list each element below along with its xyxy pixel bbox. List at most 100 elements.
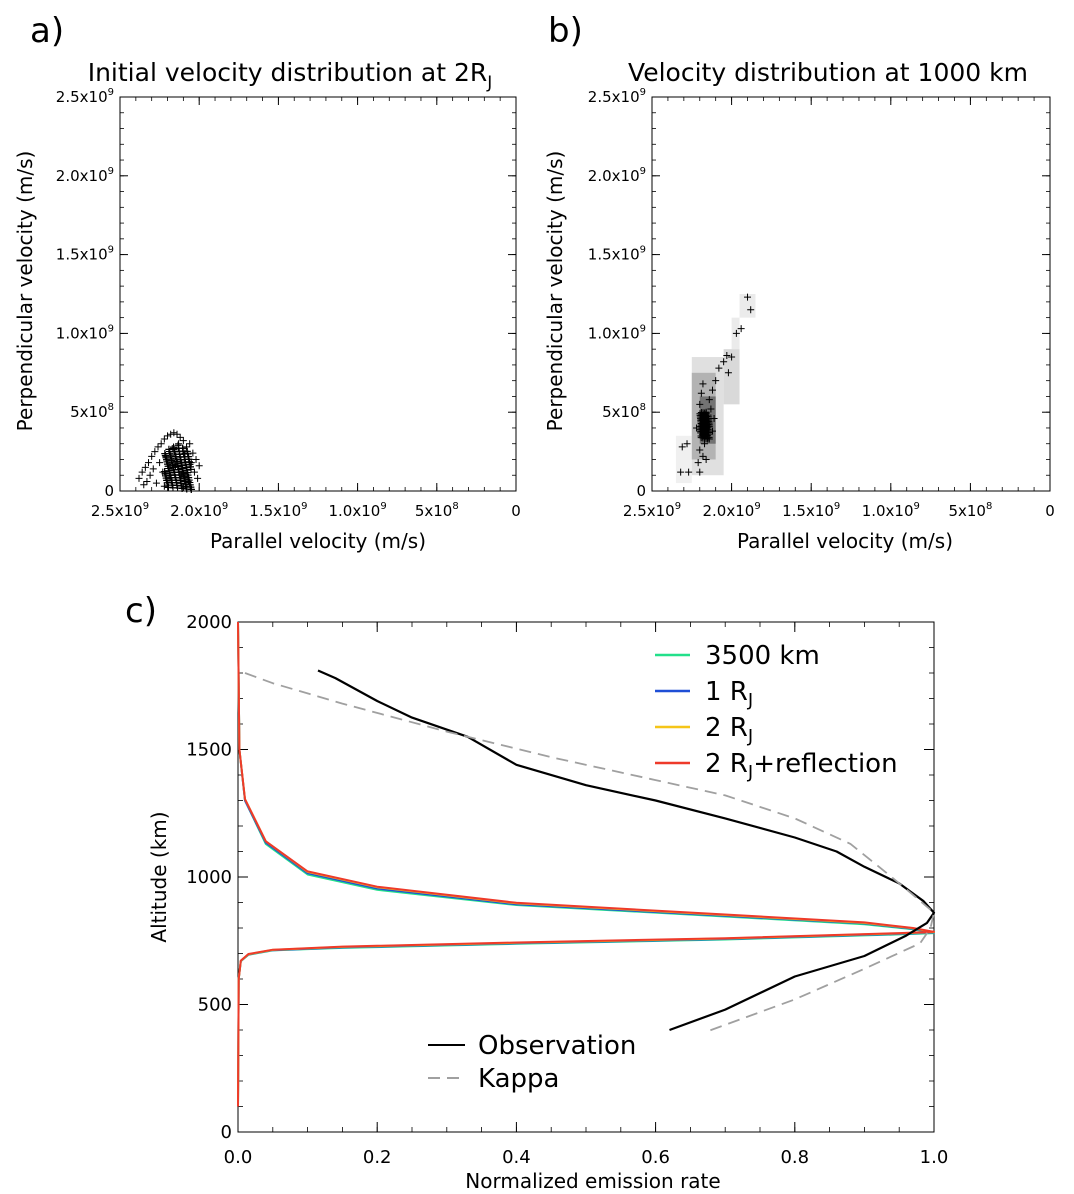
legend-label: Kappa xyxy=(478,1064,559,1094)
x-tick-label: 2.0x109 xyxy=(170,501,228,520)
scatter-point xyxy=(163,456,171,464)
panel-c: c) 0.0 0.2 0.4 0.6 0.8 1.0 0 500 1000 1500 2000 35… xyxy=(125,591,948,1193)
scatter-point xyxy=(179,437,187,445)
scatter-point xyxy=(187,483,195,491)
legend-label: 2 RJ xyxy=(705,713,753,747)
x-tick-label: 0.2 xyxy=(363,1147,392,1168)
x-tick-label: 1.0 xyxy=(920,1147,949,1168)
scatter-point xyxy=(677,468,685,476)
scatter-point xyxy=(696,427,704,435)
series-line-observation xyxy=(317,669,936,1032)
scatter-point xyxy=(178,462,186,470)
panel-a-ticks: 2.5x109 2.0x109 1.5x109 1.0x109 5x108 0 0 5x108… xyxy=(56,87,521,520)
scatter-point xyxy=(194,474,202,482)
scatter-point xyxy=(166,469,174,477)
scatter-point xyxy=(170,443,178,451)
y-tick-label: 0 xyxy=(221,1122,232,1143)
scatter-point xyxy=(683,440,691,448)
scatter-point xyxy=(189,449,197,457)
scatter-point xyxy=(724,369,732,377)
scatter-point xyxy=(744,293,752,301)
scatter-point xyxy=(161,450,169,458)
scatter-point xyxy=(182,480,190,488)
panel-b-xlabel: Parallel velocity (m/s) xyxy=(737,529,953,553)
scatter-point xyxy=(720,358,728,366)
x-tick-label: 5x108 xyxy=(415,501,459,520)
x-tick-label: 2.0x109 xyxy=(702,501,760,520)
scatter-point xyxy=(164,460,172,468)
y-tick-label: 0 xyxy=(636,482,646,500)
scatter-point xyxy=(163,476,171,484)
panel-a-ylabel: Perpendicular velocity (m/s) xyxy=(13,151,37,432)
scatter-point xyxy=(186,463,194,471)
scatter-point xyxy=(192,455,200,463)
legend-label: Observation xyxy=(478,1031,636,1061)
panel-c-ticks: 0.0 0.2 0.4 0.6 0.8 1.0 0 500 1000 1500 2000 xyxy=(186,612,948,1168)
panel-a-title: Initial velocity distribution at 2RJ xyxy=(88,58,493,93)
y-tick-label: 2.0x109 xyxy=(56,166,114,185)
scatter-point xyxy=(152,479,160,487)
scatter-point xyxy=(138,468,146,476)
panel-b-ylabel: Perpendicular velocity (m/s) xyxy=(543,151,567,432)
scatter-point xyxy=(702,455,710,463)
legend-label: 3500 km xyxy=(705,641,820,671)
panel-a-label: a) xyxy=(30,11,64,51)
scatter-point xyxy=(171,448,179,456)
x-tick-label: 1.0x109 xyxy=(862,501,920,520)
scatter-point xyxy=(157,440,165,448)
y-tick-label: 1.5x109 xyxy=(56,245,114,264)
scatter-point xyxy=(167,474,175,482)
scatter-point xyxy=(694,459,702,467)
scatter-point xyxy=(174,484,182,492)
scatter-point xyxy=(179,470,187,478)
scatter-point xyxy=(715,364,723,372)
panel-b-ticks: 2.5x109 2.0x109 1.5x109 1.0x109 5x108 0 0 5x108… xyxy=(588,87,1055,520)
scatter-point xyxy=(700,417,708,425)
scatter-point xyxy=(195,462,203,470)
scatter-point xyxy=(176,433,184,441)
series-line-2-rj-reflection xyxy=(237,621,935,1107)
series-line-kappa xyxy=(244,672,935,1034)
panel-b-title: Velocity distribution at 1000 km xyxy=(628,58,1028,87)
panel-b-points-layer xyxy=(677,293,755,476)
scatter-point xyxy=(177,477,185,485)
x-tick-label: 1.5x109 xyxy=(782,501,840,520)
x-tick-label: 2.5x109 xyxy=(91,501,149,520)
scatter-point xyxy=(165,464,173,472)
panel-b-label: b) xyxy=(548,11,583,51)
density-cell xyxy=(723,349,740,405)
scatter-point xyxy=(181,475,189,483)
scatter-point xyxy=(169,461,177,469)
panel-c-lines-layer xyxy=(237,621,936,1107)
scatter-point xyxy=(149,465,157,473)
scatter-point xyxy=(678,443,686,451)
panel-c-ylabel: Altitude (km) xyxy=(147,811,171,942)
scatter-point xyxy=(173,430,181,438)
scatter-point xyxy=(173,457,181,465)
panel-a-xlabel: Parallel velocity (m/s) xyxy=(210,529,426,553)
panel-b: b) Velocity distribution at 1000 km 2.5x… xyxy=(543,11,1055,553)
scatter-point xyxy=(172,453,180,461)
panel-c-label: c) xyxy=(125,591,157,631)
scatter-point xyxy=(171,471,179,479)
x-tick-label: 1.5x109 xyxy=(249,501,307,520)
scatter-point xyxy=(178,482,186,490)
scatter-point xyxy=(167,452,175,460)
scatter-point xyxy=(175,468,183,476)
density-cell xyxy=(675,435,692,484)
scatter-point xyxy=(141,463,149,471)
scatter-point xyxy=(696,468,704,476)
y-tick-label: 1.0x109 xyxy=(588,323,646,342)
legend-label: 2 RJ+reflection xyxy=(705,749,898,783)
scatter-point xyxy=(723,351,731,359)
scatter-point xyxy=(135,474,143,482)
scatter-point xyxy=(705,429,713,437)
x-tick-label: 0 xyxy=(511,502,521,520)
scatter-point xyxy=(728,353,736,361)
scatter-point xyxy=(160,482,168,490)
panel-c-legend-top: 3500 km 1 RJ2 RJ2 RJ+reflection xyxy=(655,641,898,783)
scatter-point xyxy=(685,468,693,476)
legend-label: 1 RJ xyxy=(705,677,753,711)
